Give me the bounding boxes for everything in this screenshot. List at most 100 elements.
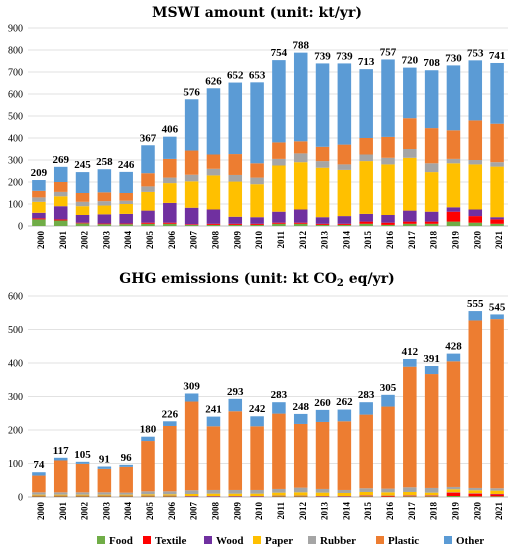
chart1-total-label-2015: 713 — [358, 56, 375, 68]
chart2-x-tick-label: 2000 — [36, 502, 46, 521]
chart1-total-label-2013: 739 — [314, 50, 331, 62]
chart1-bar-plastic-2005 — [141, 173, 155, 187]
chart1-bar-plastic-2003 — [97, 192, 112, 202]
chart2-x-tick-label: 2002 — [80, 502, 90, 521]
chart1-bar-rubber-2003 — [97, 201, 112, 206]
chart1-bar-plastic-2007 — [184, 150, 199, 175]
chart1-bar-plastic-2017 — [403, 118, 417, 149]
chart2-bar-textile-2015 — [359, 495, 373, 497]
chart2-x-tick-label: 2011 — [276, 502, 286, 520]
chart2-total-label-2019: 428 — [445, 341, 462, 353]
chart2-bar-other-2014 — [337, 409, 352, 422]
chart1-bar-wood-2007 — [184, 207, 199, 225]
chart1-bar-food-2009 — [228, 224, 243, 226]
chart2-title-subscript: 2 — [337, 278, 344, 289]
chart1-bar-wood-2014 — [337, 216, 352, 224]
chart1-bar-rubber-2015 — [359, 154, 373, 162]
chart2-bar-textile-2017 — [403, 495, 417, 497]
chart1-bar-rubber-2009 — [228, 174, 243, 182]
chart1-bar-paper-2001 — [53, 196, 68, 207]
chart2-bar-plastic-2010 — [250, 426, 264, 490]
chart1-bar-food-2002 — [75, 223, 90, 226]
legend-swatch-plastic — [376, 536, 384, 544]
chart1-bar-paper-2012 — [293, 162, 308, 210]
chart2-total-label-2008: 241 — [205, 403, 222, 415]
chart1-bar-plastic-2021 — [490, 123, 504, 163]
chart2-x-tick-label: 2016 — [385, 502, 395, 521]
chart2-bar-rubber-2002 — [75, 492, 90, 495]
chart1-total-label-2001: 269 — [52, 154, 69, 166]
chart1-bar-plastic-2013 — [315, 146, 330, 162]
chart2-bar-other-2001 — [53, 457, 68, 461]
chart1-bar-wood-2011 — [272, 211, 286, 223]
chart2-bar-paper-2013 — [315, 492, 330, 496]
chart2-bar-plastic-2017 — [403, 366, 417, 488]
chart1-bar-wood-2002 — [75, 215, 90, 223]
chart1-bar-other-2009 — [228, 82, 243, 155]
chart1-bar-plastic-2020 — [468, 120, 483, 160]
chart2-bar-plastic-2021 — [490, 319, 504, 489]
chart1-bar-food-2004 — [119, 224, 133, 226]
chart2-bar-paper-2001 — [53, 494, 68, 496]
chart2-bar-paper-2015 — [359, 491, 373, 496]
chart2-bar-paper-2017 — [403, 491, 417, 496]
chart1-bar-wood-2019 — [446, 207, 461, 212]
chart1-bar-textile-2003 — [97, 223, 112, 225]
chart2-bar-other-2009 — [228, 398, 243, 412]
chart1-bar-other-2003 — [97, 169, 112, 193]
chart2-total-label-2004: 96 — [121, 452, 133, 464]
chart1-total-label-2006: 406 — [162, 124, 179, 136]
legend-swatch-rubber — [308, 536, 316, 544]
chart1-bar-wood-2005 — [141, 210, 155, 223]
chart2-bar-rubber-2019 — [446, 486, 461, 490]
chart2-bar-textile-2018 — [424, 495, 439, 497]
chart1-bar-textile-2002 — [75, 222, 90, 224]
chart1-x-tick-label: 2006 — [167, 231, 177, 250]
chart1-bar-other-2018 — [424, 70, 439, 129]
chart2-total-label-2016: 305 — [380, 382, 397, 394]
chart1-bar-paper-2009 — [228, 181, 243, 217]
chart1-bar-paper-2011 — [272, 165, 286, 212]
chart1-bar-food-2001 — [53, 220, 68, 226]
chart1-bar-textile-2008 — [206, 223, 221, 225]
chart1-bar-textile-2012 — [293, 222, 308, 224]
chart1-total-label-2018: 708 — [423, 57, 440, 69]
chart1-bar-food-2017 — [403, 223, 417, 226]
chart2-bar-food-2011 — [272, 496, 286, 497]
chart2-bar-rubber-2005 — [141, 491, 155, 495]
chart1-x-tick-label: 2016 — [385, 231, 395, 250]
chart2-x-tick-label: 2005 — [145, 502, 155, 521]
chart1-x-tick-label: 2008 — [211, 231, 221, 250]
chart1-y-tick-label: 400 — [8, 134, 23, 145]
chart2-total-label-2002: 105 — [74, 449, 91, 461]
chart1-total-label-2000: 209 — [31, 167, 48, 179]
chart1-bar-paper-2014 — [337, 169, 352, 217]
chart1-bar-food-2018 — [424, 223, 439, 226]
chart2-bar-other-2020 — [468, 311, 483, 321]
chart1-x-tick-label: 2012 — [298, 231, 308, 250]
chart1-bar-rubber-2007 — [184, 174, 199, 182]
chart2-bar-other-2011 — [272, 402, 286, 414]
chart1-bar-plastic-2002 — [75, 193, 90, 202]
legend-swatch-paper — [253, 536, 261, 544]
chart2-bar-paper-2016 — [381, 492, 395, 496]
legend-label-wood: Wood — [216, 535, 244, 547]
chart1-x-tick-label: 2007 — [189, 231, 199, 250]
chart1-x-tick-label: 2013 — [320, 231, 330, 250]
chart2-x-tick-label: 2001 — [58, 502, 68, 521]
chart1-total-label-2004: 246 — [118, 159, 135, 171]
legend-label-paper: Paper — [265, 535, 293, 547]
chart1-bar-plastic-2006 — [163, 158, 177, 178]
chart1-bar-other-2007 — [184, 99, 199, 151]
chart1-bar-wood-2021 — [490, 217, 504, 220]
chart2-bar-other-2006 — [163, 421, 177, 426]
chart1-y-tick-label: 900 — [8, 24, 23, 35]
chart2-y-tick-label: 100 — [8, 459, 23, 470]
chart1-bar-food-2012 — [293, 223, 308, 226]
chart2-plot: 0 100 200 300 400 500 600 74 2000 117 2001 105 2002 9… — [8, 292, 508, 521]
chart1-bar-wood-2000 — [32, 212, 46, 219]
chart2-total-label-2001: 117 — [53, 445, 69, 457]
chart2-bar-paper-2005 — [141, 494, 155, 496]
chart1-bar-textile-2019 — [446, 211, 461, 222]
